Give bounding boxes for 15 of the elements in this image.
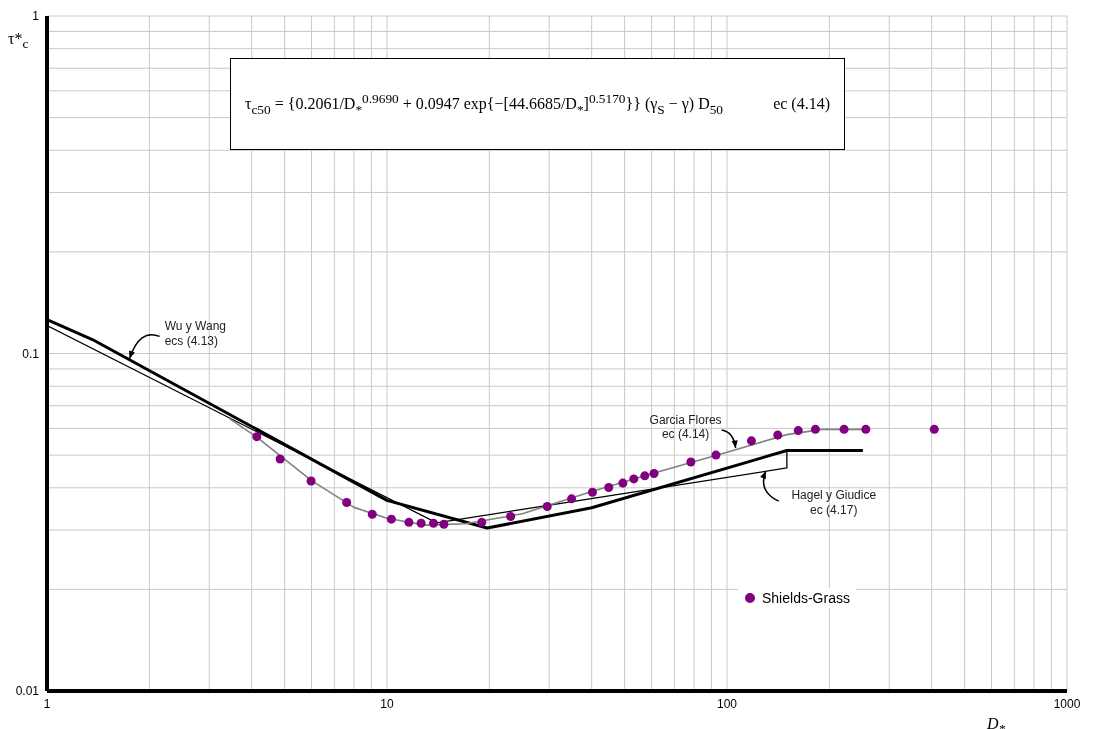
y-axis-title: τ*$_{c}$	[8, 30, 29, 53]
equation-frame: τ$_{c50}$ = {0.2061/D$_{*}$$^{0.9690}$ + 0.0947 exp{−[44.6685/D$_{*}$]$^{0.5170}$}} (γ$_{S}$ − γ) D$_{50}$ ec (4.14)	[230, 58, 845, 150]
y-tick-label: 1	[32, 9, 40, 24]
annotation: ec (4.14)	[773, 95, 830, 113]
annotation: Hagel y Giudice ec (4.17)	[791, 488, 877, 517]
x-tick-label: 100	[716, 696, 738, 711]
x-axis-title: D$_{*}$	[987, 715, 1006, 729]
annotation: Garcia Flores ec (4.14)	[649, 412, 722, 442]
x-tick-label: 10	[380, 696, 394, 711]
y-tick-label: 0.01	[15, 684, 40, 699]
x-tick-label: 1	[43, 696, 51, 711]
legend-label: Shields-Grass	[762, 590, 850, 606]
y-tick-label: 0.1	[22, 346, 40, 361]
x-tick-label: 1000	[1053, 696, 1081, 711]
annotation: Wu y Wang ecs (4.13)	[164, 319, 226, 348]
